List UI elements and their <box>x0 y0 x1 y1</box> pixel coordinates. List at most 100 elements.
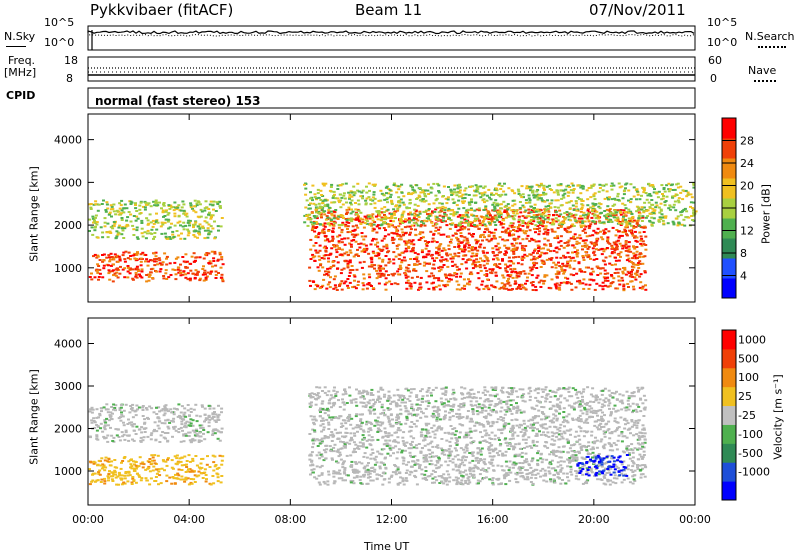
power-scatter-cell <box>108 270 112 273</box>
power-scatter-cell <box>554 236 558 239</box>
power-scatter-cell <box>619 255 622 258</box>
power-scatter-cell <box>509 288 513 291</box>
power-scatter-cell <box>481 221 485 224</box>
power-scatter-cell <box>476 265 480 268</box>
date-title: 07/Nov/2011 <box>589 1 686 19</box>
power-scatter-cell <box>465 213 469 216</box>
velocity-scatter-cell <box>631 456 635 459</box>
power-scatter-cell <box>160 263 164 266</box>
velocity-scatter-cell <box>152 430 156 433</box>
power-scatter-cell <box>573 216 577 219</box>
velocity-scatter-cell <box>485 440 489 443</box>
power-scatter-cell <box>188 277 192 280</box>
power-scatter-cell <box>624 218 627 221</box>
power-scatter-cell <box>538 227 541 230</box>
velocity-scatter-cell <box>141 439 145 442</box>
power-scatter-cell <box>454 191 458 194</box>
power-scatter-cell <box>348 271 352 274</box>
power-scatter-cell <box>589 273 593 276</box>
power-scatter-cell <box>576 220 580 223</box>
power-scatter-cell <box>333 284 337 287</box>
power-scatter-cell <box>321 229 325 232</box>
power-scatter-cell <box>114 268 118 271</box>
power-scatter-cell <box>507 215 511 218</box>
power-scatter-cell <box>475 258 479 261</box>
velocity-scatter-cell <box>483 406 487 409</box>
power-scatter-cell <box>415 213 418 216</box>
velocity-scatter-cell <box>216 476 220 479</box>
power-scatter-cell <box>105 201 109 204</box>
power-scatter-cell <box>377 275 381 278</box>
power-scatter-cell <box>322 224 326 227</box>
power-scatter-cell <box>482 186 486 189</box>
power-scatter-cell <box>143 208 147 211</box>
power-scatter-cell <box>378 227 382 230</box>
power-scatter-cell <box>669 205 673 208</box>
power-scatter-cell <box>542 191 546 194</box>
power-scatter-cell <box>594 231 598 234</box>
velocity-scatter-cell <box>491 482 495 485</box>
power-scatter-cell <box>552 219 556 222</box>
velocity-scatter-cell <box>117 436 121 438</box>
power-scatter-cell <box>458 191 462 194</box>
velocity-scatter-cell <box>161 408 165 411</box>
velocity-scatter-cell <box>137 406 141 409</box>
power-scatter-cell <box>352 274 356 277</box>
power-scatter-cell <box>481 280 485 283</box>
power-scatter-cell <box>394 217 397 220</box>
velocity-scatter-cell <box>502 417 506 420</box>
power-scatter-cell <box>406 275 410 278</box>
power-scatter-cell <box>367 196 371 199</box>
power-scatter-cell <box>314 249 318 252</box>
power-scatter-cell <box>411 248 415 251</box>
power-scatter-cell <box>348 269 352 272</box>
velocity-scatter-cell <box>110 434 114 437</box>
power-scatter-cell <box>316 188 320 191</box>
power-scatter-cell <box>651 184 655 187</box>
power-scatter-cell <box>449 213 453 216</box>
power-scatter-cell <box>479 257 482 260</box>
velocity-scatter-cell <box>143 431 147 433</box>
power-scatter-cell <box>214 277 218 279</box>
power-scatter-cell <box>386 196 390 199</box>
power-scatter-cell <box>555 287 559 290</box>
power-scatter-cell <box>627 257 631 260</box>
velocity-scatter-cell <box>187 483 191 486</box>
power-scatter-cell <box>524 245 528 247</box>
power-scatter-cell <box>494 217 498 220</box>
power-scatter-cell <box>304 182 308 185</box>
power-scatter-cell <box>550 189 554 191</box>
power-scatter-cell <box>507 288 511 291</box>
velocity-scatter-cell <box>497 428 501 431</box>
power-scatter-cell <box>441 205 445 208</box>
power-scatter-cell <box>155 219 159 222</box>
velocity-scatter-cell <box>180 469 184 471</box>
power-scatter-cell <box>672 203 676 206</box>
power-scatter-cell <box>340 228 344 231</box>
power-scatter-cell <box>632 225 635 228</box>
velocity-scatter-cell <box>95 424 99 426</box>
velocity-scatter-cell <box>187 468 190 471</box>
power-scatter-cell <box>367 273 371 276</box>
velocity-scatter-cell <box>189 411 193 413</box>
power-scatter-cell <box>484 208 488 211</box>
power-scatter-cell <box>493 221 497 224</box>
power-scatter-cell <box>638 275 642 278</box>
power-scatter-cell <box>657 220 661 222</box>
power-scatter-cell <box>132 234 136 236</box>
velocity-scatter-cell <box>188 468 192 471</box>
power-scatter-cell <box>96 255 100 258</box>
velocity-scatter-cell <box>111 412 114 415</box>
power-scatter-cell <box>530 209 534 212</box>
power-scatter-cell <box>517 271 521 274</box>
velocity-scatter-cell <box>633 480 637 482</box>
power-scatter-cell <box>326 216 330 219</box>
power-scatter-cell <box>463 200 466 203</box>
power-scatter-cell <box>188 224 191 227</box>
power-scatter-cell <box>324 235 328 238</box>
power-scatter-cell <box>465 267 469 270</box>
power-scatter-cell <box>109 258 112 261</box>
velocity-scatter-cell <box>384 435 388 438</box>
power-scatter-cell <box>312 222 316 224</box>
power-scatter-cell <box>455 194 459 197</box>
